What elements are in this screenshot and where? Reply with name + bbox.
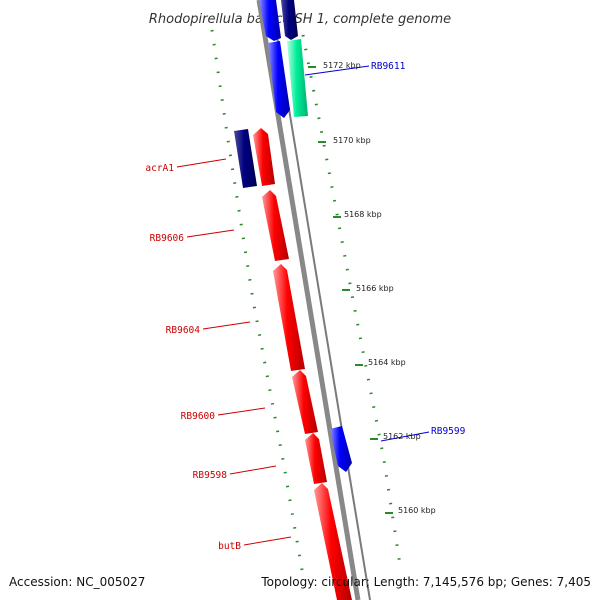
scale-label: 5168 kbp [344, 210, 382, 219]
scale-label: 5170 kbp [333, 136, 371, 145]
gene-top-navy[interactable] [281, 0, 298, 40]
map-title: Rhodopirellula baltica SH 1, complete ge… [149, 12, 451, 27]
gene-RB9598-arrow[interactable] [305, 433, 327, 484]
leader-RB9598 [229, 465, 277, 475]
gene-forward-blue[interactable] [268, 41, 290, 118]
gene-RB9606-arrow[interactable] [262, 190, 289, 261]
gene-acrA1-arrow[interactable] [253, 128, 275, 186]
gene-RB9600-arrow[interactable] [292, 370, 318, 434]
gene-label-RB9604[interactable]: RB9604 [166, 325, 201, 336]
leader-RB9600 [217, 407, 266, 416]
gene-butB-arrow[interactable] [314, 483, 352, 600]
scale-label: 5162 kbp [383, 432, 421, 441]
gene-label-RB9611[interactable]: RB9611 [371, 61, 406, 72]
gene-label-RB9606[interactable]: RB9606 [150, 233, 185, 244]
scale-label: 5164 kbp [368, 358, 406, 367]
scale-label: 5172 kbp [323, 61, 361, 70]
scale-ticks [308, 66, 393, 514]
gene-dark-block[interactable] [234, 129, 257, 188]
reverse-label-leaders [176, 158, 292, 546]
leader-butB [243, 536, 292, 546]
leader-RB9611 [304, 65, 370, 76]
leader-RB9606 [186, 229, 235, 238]
gene-label-acrA1[interactable]: acrA1 [145, 163, 174, 174]
gene-label-RB9599[interactable]: RB9599 [431, 426, 466, 437]
gene-RB9604-arrow[interactable] [273, 264, 305, 371]
leader-acrA1 [176, 158, 227, 168]
topology-text: Topology: circular; Length: 7,145,576 bp… [260, 575, 591, 589]
accession-text: Accession: NC_005027 [9, 575, 145, 589]
gene-label-butB[interactable]: butB [218, 541, 241, 552]
gene-label-RB9600[interactable]: RB9600 [181, 411, 216, 422]
scale-label: 5160 kbp [398, 506, 436, 515]
forward-label-leaders [304, 65, 430, 442]
leader-RB9599 [380, 431, 430, 442]
gene-RB9611-arrow[interactable] [287, 39, 308, 117]
scale-label: 5166 kbp [356, 284, 394, 293]
gene-RB9599-arrow[interactable] [330, 426, 352, 472]
gene-label-RB9598[interactable]: RB9598 [193, 470, 228, 481]
gene-top-blue-a[interactable] [259, 0, 281, 41]
leader-RB9604 [202, 321, 251, 330]
